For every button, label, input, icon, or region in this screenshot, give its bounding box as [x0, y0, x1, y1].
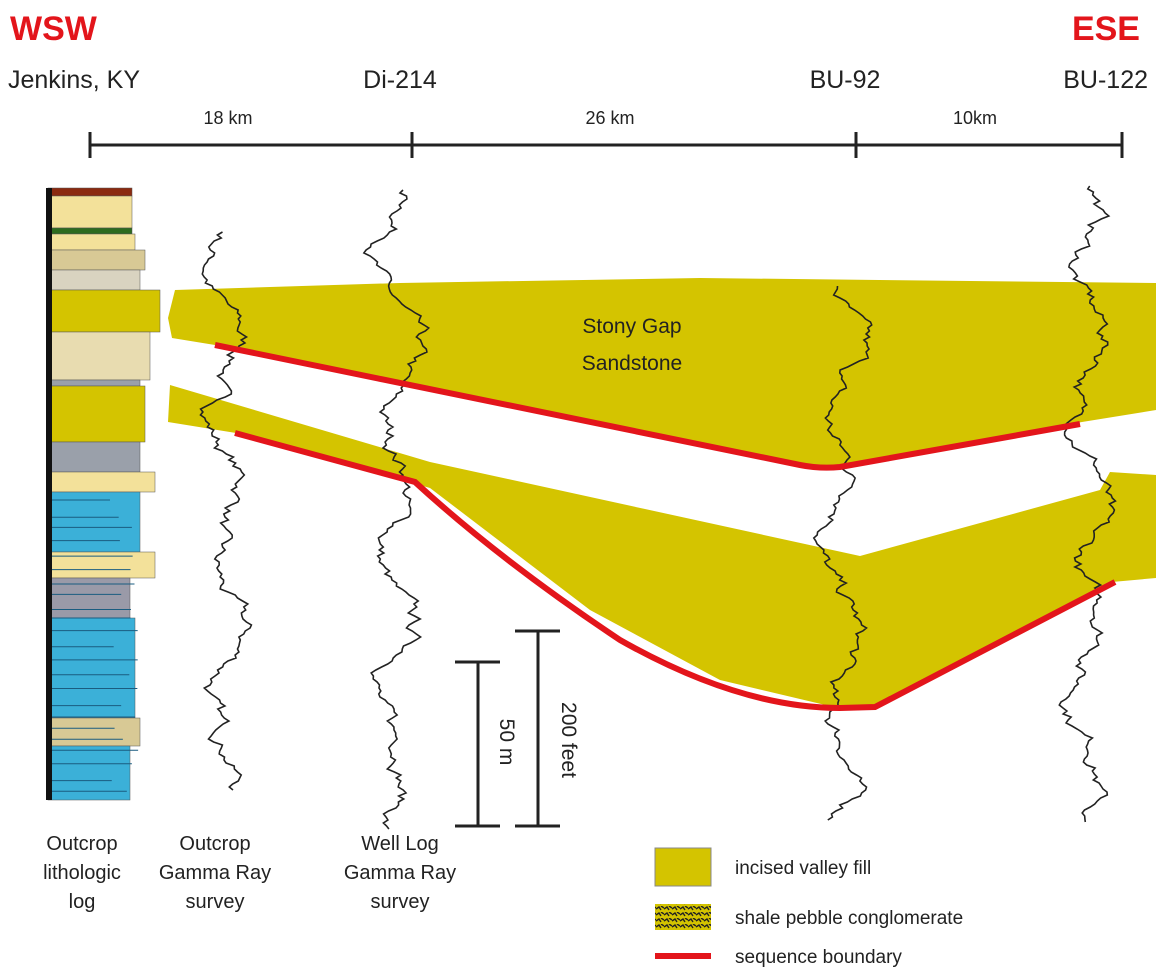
column-label: Outcrop — [46, 833, 117, 855]
column-label: survey — [371, 891, 430, 913]
litho-layer — [48, 250, 145, 270]
litho-layer — [48, 746, 130, 800]
legend-label: incised valley fill — [735, 858, 871, 879]
column-label: Gamma Ray — [159, 862, 271, 884]
litho-layer — [48, 270, 140, 290]
column-label: Outcrop — [179, 833, 250, 855]
well-name: BU-122 — [1063, 66, 1148, 94]
well-name: BU-92 — [810, 66, 881, 94]
litho-layer — [48, 332, 150, 380]
litho-layer — [48, 472, 155, 492]
column-label: survey — [186, 891, 245, 913]
legend-label: shale pebble conglomerate — [735, 908, 963, 929]
scale-metric: 50 m — [495, 719, 518, 766]
litho-layer — [48, 386, 145, 442]
litho-layer — [48, 196, 132, 228]
distance-label: 26 km — [585, 108, 634, 128]
litho-layer — [48, 442, 140, 472]
litho-layer — [48, 380, 140, 386]
litho-layer — [48, 290, 160, 332]
litho-layer — [48, 492, 140, 552]
lithologic-log — [46, 188, 160, 800]
distance-label: 18 km — [203, 108, 252, 128]
scale-imperial: 200 feet — [557, 702, 580, 778]
litho-layer — [48, 618, 135, 718]
legend-swatch — [655, 848, 711, 886]
column-label: lithologic — [43, 862, 121, 884]
cross-section: WSW ESE Jenkins, KY Di-214 BU-92 BU-122 … — [0, 0, 1156, 973]
litho-frame — [46, 188, 52, 800]
litho-layer — [48, 228, 132, 234]
column-label: log — [69, 891, 96, 913]
well-name: Di-214 — [363, 66, 437, 94]
legend-swatch — [655, 904, 711, 930]
litho-layer — [48, 188, 132, 196]
well-name: Jenkins, KY — [8, 66, 140, 94]
column-label: Well Log — [361, 833, 438, 855]
direction-west: WSW — [10, 10, 98, 48]
litho-layer — [48, 234, 135, 250]
litho-layer — [48, 718, 140, 746]
column-label: Gamma Ray — [344, 862, 456, 884]
unit-label: Stony Gap — [582, 315, 681, 338]
distance-bar — [90, 132, 1122, 158]
legend-label: sequence boundary — [735, 947, 902, 968]
direction-east: ESE — [1072, 10, 1140, 48]
distance-label: 10km — [953, 108, 997, 128]
unit-label: Sandstone — [582, 352, 682, 375]
